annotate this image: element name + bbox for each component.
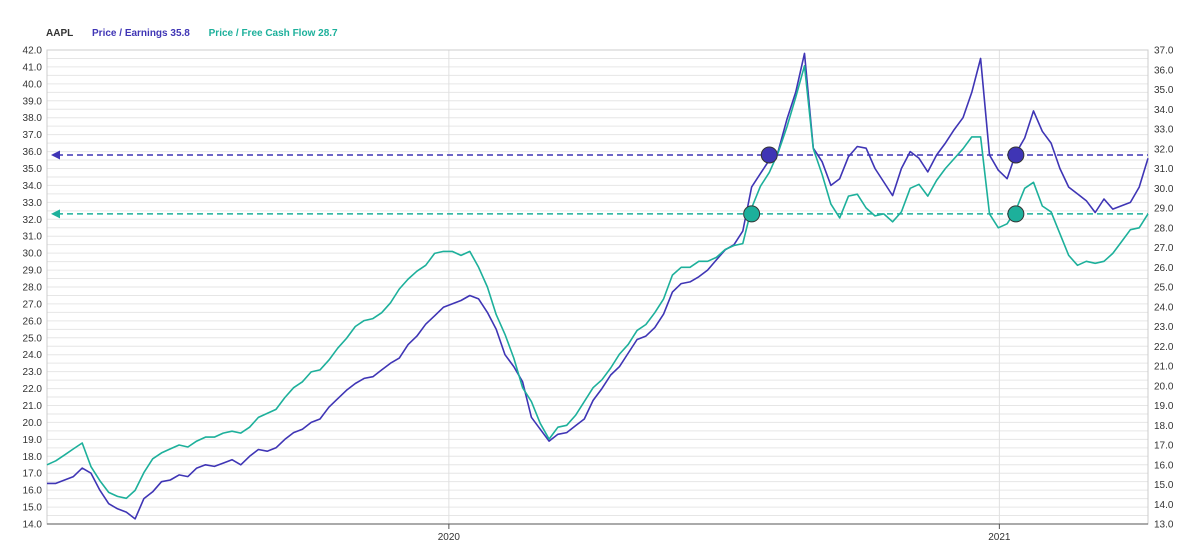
- series-line-pfcf: [46, 65, 1149, 500]
- right-axis: 13.0 14.0 15.0 16.0 17.0 18.0 19.0 20.0 21.0 22.0…: [1154, 46, 1174, 531]
- arrow-pfcf: [51, 209, 60, 219]
- right-tick-label: 23.0: [1154, 322, 1174, 333]
- left-tick-label: 39.0: [23, 96, 43, 107]
- left-tick-label: 28.0: [23, 283, 43, 294]
- right-tick-label: 28.0: [1154, 223, 1174, 234]
- right-tick-label: 17.0: [1154, 441, 1174, 452]
- right-tick-label: 29.0: [1154, 204, 1174, 215]
- ticker-label: AAPL: [46, 28, 74, 39]
- arrow-pe: [51, 150, 60, 160]
- marker-pe: [760, 146, 778, 164]
- left-tick-label: 17.0: [23, 469, 43, 480]
- left-tick-label: 22.0: [23, 384, 43, 395]
- left-tick-label: 31.0: [23, 232, 43, 243]
- right-tick-label: 26.0: [1154, 263, 1174, 274]
- right-tick-label: 22.0: [1154, 342, 1174, 353]
- right-tick-label: 14.0: [1154, 500, 1174, 511]
- left-tick-label: 18.0: [23, 452, 43, 463]
- left-tick-label: 29.0: [23, 266, 43, 277]
- left-tick-label: 19.0: [23, 435, 43, 446]
- grid: [46, 49, 1149, 525]
- legend-pfcf-value: 28.7: [318, 28, 338, 39]
- left-tick-label: 41.0: [23, 62, 43, 73]
- markers: [743, 146, 1025, 223]
- right-tick-label: 32.0: [1154, 144, 1174, 155]
- left-tick-label: 38.0: [23, 113, 43, 124]
- right-tick-label: 36.0: [1154, 65, 1174, 76]
- left-tick-label: 24.0: [23, 350, 43, 361]
- legend-pe-name: Price / Earnings: [92, 28, 168, 39]
- right-tick-label: 33.0: [1154, 125, 1174, 136]
- left-tick-label: 25.0: [23, 333, 43, 344]
- right-tick-label: 15.0: [1154, 480, 1174, 491]
- right-tick-label: 19.0: [1154, 401, 1174, 412]
- reference-lines: [51, 150, 1148, 219]
- right-tick-label: 25.0: [1154, 283, 1174, 294]
- left-tick-label: 21.0: [23, 401, 43, 412]
- left-tick-label: 15.0: [23, 503, 43, 514]
- x-axis: 2020 2021: [438, 524, 1011, 543]
- series-group: [46, 52, 1149, 520]
- left-tick-label: 27.0: [23, 299, 43, 310]
- legend-entry-pe: Price / Earnings 35.8: [92, 28, 193, 39]
- left-tick-label: 23.0: [23, 367, 43, 378]
- left-tick-label: 34.0: [23, 181, 43, 192]
- series-line-pe: [47, 52, 1149, 520]
- marker-pe: [1007, 146, 1025, 164]
- left-tick-label: 37.0: [23, 130, 43, 141]
- legend: AAPL Price / Earnings 35.8 Price / Free …: [46, 28, 354, 39]
- right-tick-label: 24.0: [1154, 302, 1174, 313]
- right-tick-label: 27.0: [1154, 243, 1174, 254]
- left-tick-label: 42.0: [23, 46, 43, 57]
- right-tick-label: 16.0: [1154, 460, 1174, 471]
- marker-pfcf: [1007, 205, 1025, 223]
- left-tick-label: 33.0: [23, 198, 43, 209]
- right-tick-label: 31.0: [1154, 164, 1174, 175]
- right-tick-label: 34.0: [1154, 105, 1174, 116]
- legend-pe-value: 35.8: [170, 28, 190, 39]
- left-tick-label: 14.0: [23, 520, 43, 531]
- left-tick-label: 16.0: [23, 486, 43, 497]
- right-tick-label: 37.0: [1154, 46, 1174, 57]
- marker-pfcf: [743, 205, 761, 223]
- right-tick-label: 18.0: [1154, 421, 1174, 432]
- left-tick-label: 20.0: [23, 418, 43, 429]
- right-tick-label: 13.0: [1154, 520, 1174, 531]
- right-tick-label: 20.0: [1154, 381, 1174, 392]
- left-tick-label: 40.0: [23, 79, 43, 90]
- legend-entry-pfcf: Price / Free Cash Flow 28.7: [209, 28, 338, 39]
- x-tick-label: 2021: [988, 532, 1011, 543]
- left-axis: 14.0 15.0 16.0 17.0 18.0 19.0 20.0 21.0 22.0 23.0…: [23, 46, 43, 531]
- left-tick-label: 30.0: [23, 249, 43, 260]
- left-tick-label: 35.0: [23, 164, 43, 175]
- legend-pfcf-name: Price / Free Cash Flow: [208, 28, 316, 39]
- right-tick-label: 21.0: [1154, 362, 1174, 373]
- x-tick-label: 2020: [438, 532, 461, 543]
- right-tick-label: 35.0: [1154, 85, 1174, 96]
- right-tick-label: 30.0: [1154, 184, 1174, 195]
- left-tick-label: 36.0: [23, 147, 43, 158]
- left-tick-label: 32.0: [23, 215, 43, 226]
- left-tick-label: 26.0: [23, 316, 43, 327]
